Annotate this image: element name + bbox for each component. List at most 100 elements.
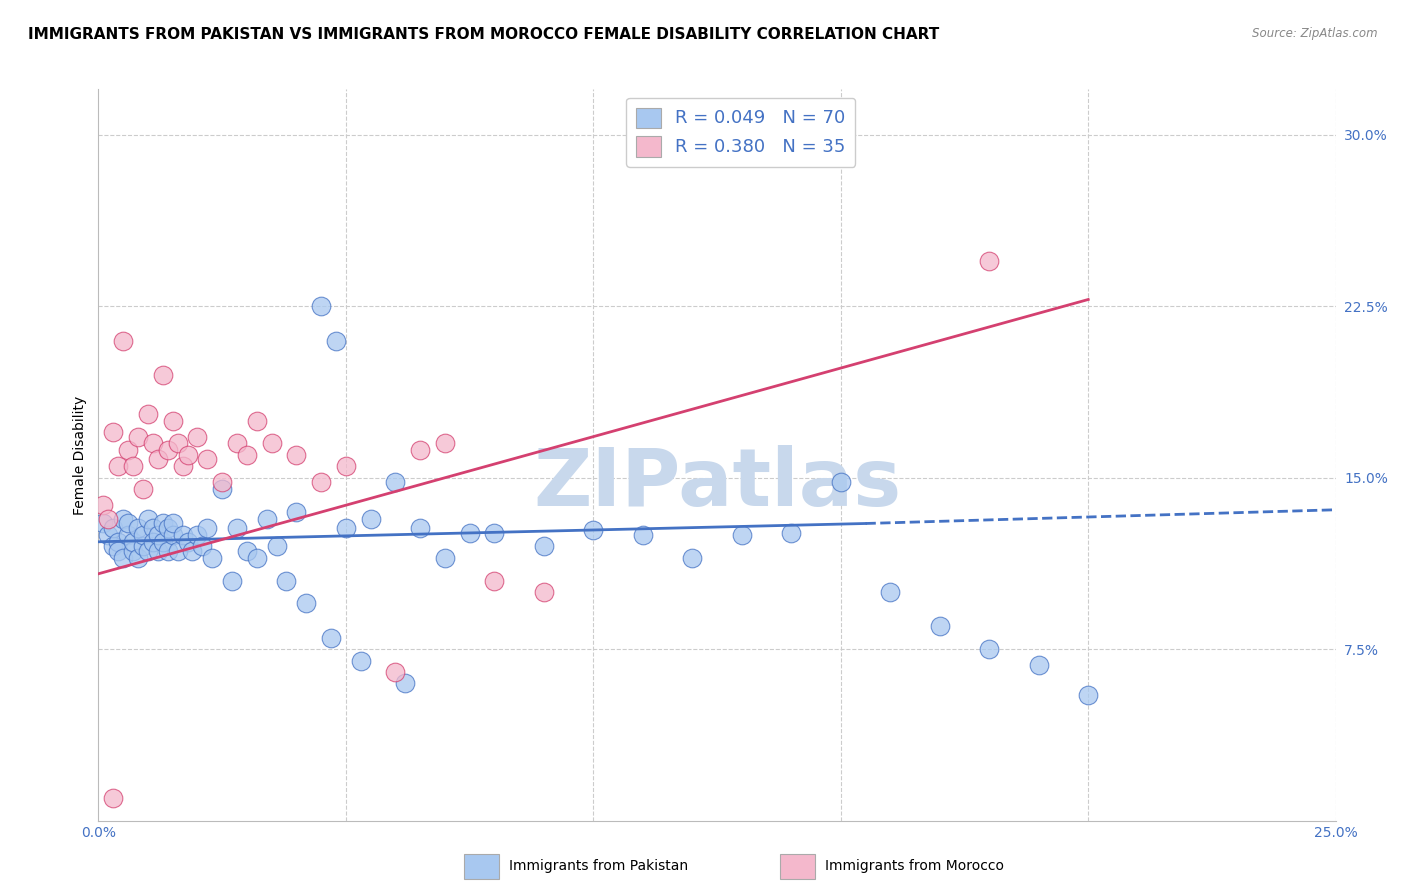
Point (142, 521, 165, 535)
Point (181, 544, 204, 558)
Point (112, 334, 135, 348)
Point (107, 459, 129, 474)
Point (484, 525, 506, 540)
Point (186, 528, 208, 542)
Point (236, 544, 259, 558)
Point (156, 521, 179, 535)
Text: ZIPatlas: ZIPatlas (533, 445, 901, 524)
Legend: R = 0.049   N = 70, R = 0.380   N = 35: R = 0.049 N = 70, R = 0.380 N = 35 (627, 97, 855, 167)
Point (117, 443, 139, 458)
Point (112, 550, 135, 565)
Point (319, 631, 342, 645)
Point (97, 528, 120, 542)
Point (172, 528, 194, 542)
Point (780, 525, 803, 540)
Text: Immigrants from Morocco: Immigrants from Morocco (825, 859, 1004, 873)
Point (142, 436, 165, 450)
Point (127, 429, 149, 443)
Point (93, 498, 115, 512)
Point (1077, 688, 1099, 702)
Point (117, 516, 139, 531)
Point (631, 528, 654, 542)
Y-axis label: Female Disability: Female Disability (73, 395, 87, 515)
Point (211, 482, 233, 496)
Point (152, 516, 174, 531)
Point (117, 528, 139, 542)
Point (127, 550, 149, 565)
Point (195, 452, 218, 467)
Point (201, 550, 224, 565)
Point (285, 505, 308, 519)
Point (433, 436, 456, 450)
Point (112, 512, 135, 526)
Point (127, 521, 149, 535)
Point (309, 299, 332, 313)
Point (191, 539, 214, 553)
Point (132, 528, 155, 542)
Point (309, 475, 332, 490)
Point (325, 334, 347, 348)
Point (256, 512, 278, 526)
Point (166, 544, 188, 558)
Point (93, 516, 115, 531)
Point (166, 436, 188, 450)
Point (681, 550, 703, 565)
Point (221, 574, 243, 588)
Point (928, 619, 950, 633)
Point (295, 597, 318, 611)
Point (146, 544, 169, 558)
Point (132, 482, 155, 496)
Point (226, 436, 249, 450)
Point (533, 585, 555, 599)
Point (394, 676, 416, 690)
Point (582, 524, 605, 538)
Point (122, 459, 145, 474)
Point (97, 512, 120, 526)
Point (360, 512, 382, 526)
Point (136, 512, 159, 526)
Point (731, 528, 754, 542)
Point (107, 544, 129, 558)
Point (433, 550, 456, 565)
Point (122, 544, 145, 558)
Point (136, 407, 159, 421)
Point (176, 448, 198, 462)
Point (276, 574, 298, 588)
Point (152, 534, 174, 549)
Point (285, 448, 308, 462)
Point (195, 521, 218, 535)
Point (107, 534, 129, 549)
Point (136, 544, 159, 558)
Point (156, 443, 179, 458)
Point (384, 665, 406, 679)
Point (146, 528, 169, 542)
Point (176, 534, 198, 549)
Point (146, 452, 169, 467)
Point (172, 459, 194, 474)
Point (879, 585, 901, 599)
Point (246, 550, 269, 565)
Point (979, 253, 1001, 268)
Point (350, 654, 373, 668)
Point (162, 528, 184, 542)
Point (122, 534, 145, 549)
Point (103, 790, 125, 805)
Point (162, 516, 184, 531)
Text: Source: ZipAtlas.com: Source: ZipAtlas.com (1253, 27, 1378, 40)
Point (162, 414, 184, 428)
Point (246, 414, 269, 428)
Point (409, 443, 432, 458)
Point (236, 448, 259, 462)
Point (103, 425, 125, 439)
Point (132, 539, 155, 553)
Point (384, 475, 406, 490)
Point (152, 368, 174, 382)
Point (211, 475, 233, 490)
Point (266, 539, 288, 553)
Point (458, 525, 481, 540)
Point (156, 544, 179, 558)
Point (830, 475, 852, 490)
Point (142, 534, 165, 549)
Point (103, 521, 125, 535)
Point (335, 459, 357, 474)
